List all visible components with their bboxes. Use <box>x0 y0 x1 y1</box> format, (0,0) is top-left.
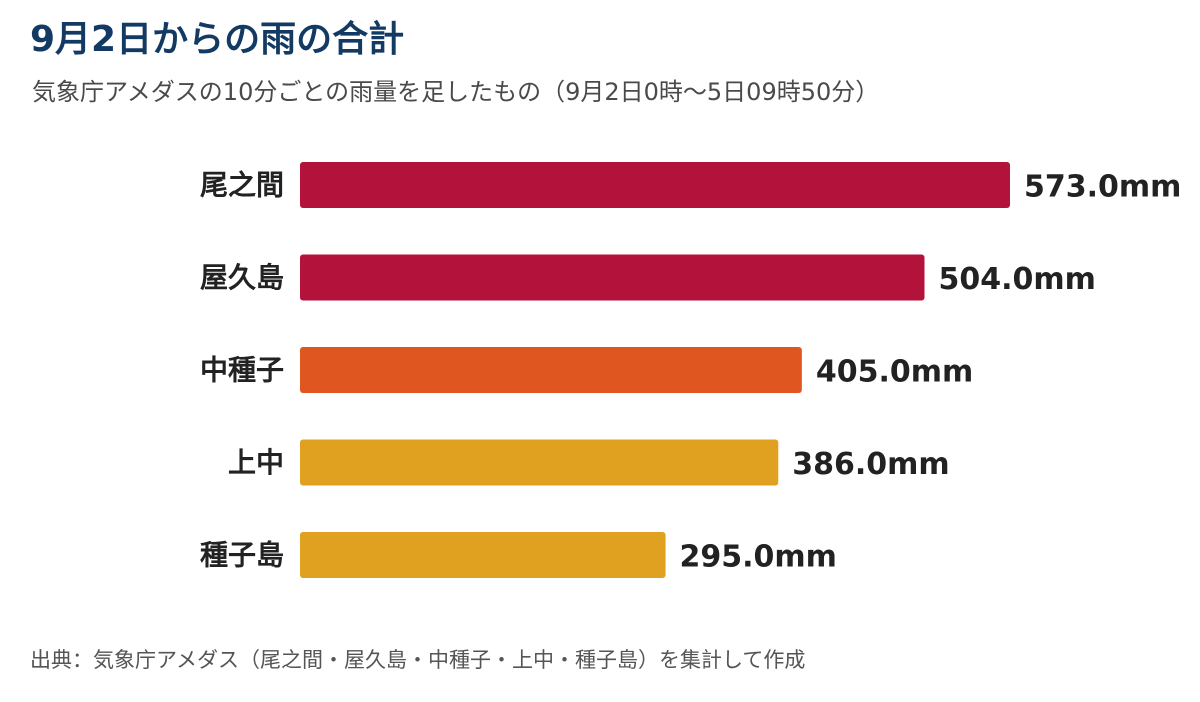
bar <box>300 347 802 393</box>
category-label: 屋久島 <box>200 261 284 294</box>
source-note: 出典：気象庁アメダス（尾之間・屋久島・中種子・上中・種子島）を集計して作成 <box>30 648 806 672</box>
value-label: 405.0mm <box>816 355 973 390</box>
bar-chart: 尾之間 573.0mm 屋久島 504.0mm 中種子 405.0mm 上中 386.0mm 種… <box>200 162 1181 578</box>
bar <box>300 162 1010 208</box>
category-label: 上中 <box>228 446 284 479</box>
bar <box>300 439 779 486</box>
value-label: 295.0mm <box>680 540 837 575</box>
value-label: 573.0mm <box>1024 170 1181 205</box>
chart-title: 9月2日からの雨の合計 <box>30 19 405 60</box>
value-label: 386.0mm <box>792 447 949 482</box>
category-label: 尾之間 <box>200 169 284 202</box>
chart-subtitle: 気象庁アメダスの10分ごとの雨量を足したもの（9月2日0時～5日09時50分） <box>32 78 880 106</box>
category-label: 中種子 <box>200 354 284 387</box>
value-label: 504.0mm <box>939 262 1096 297</box>
bar <box>300 532 666 578</box>
category-label: 種子島 <box>200 539 284 572</box>
bar <box>300 254 925 301</box>
